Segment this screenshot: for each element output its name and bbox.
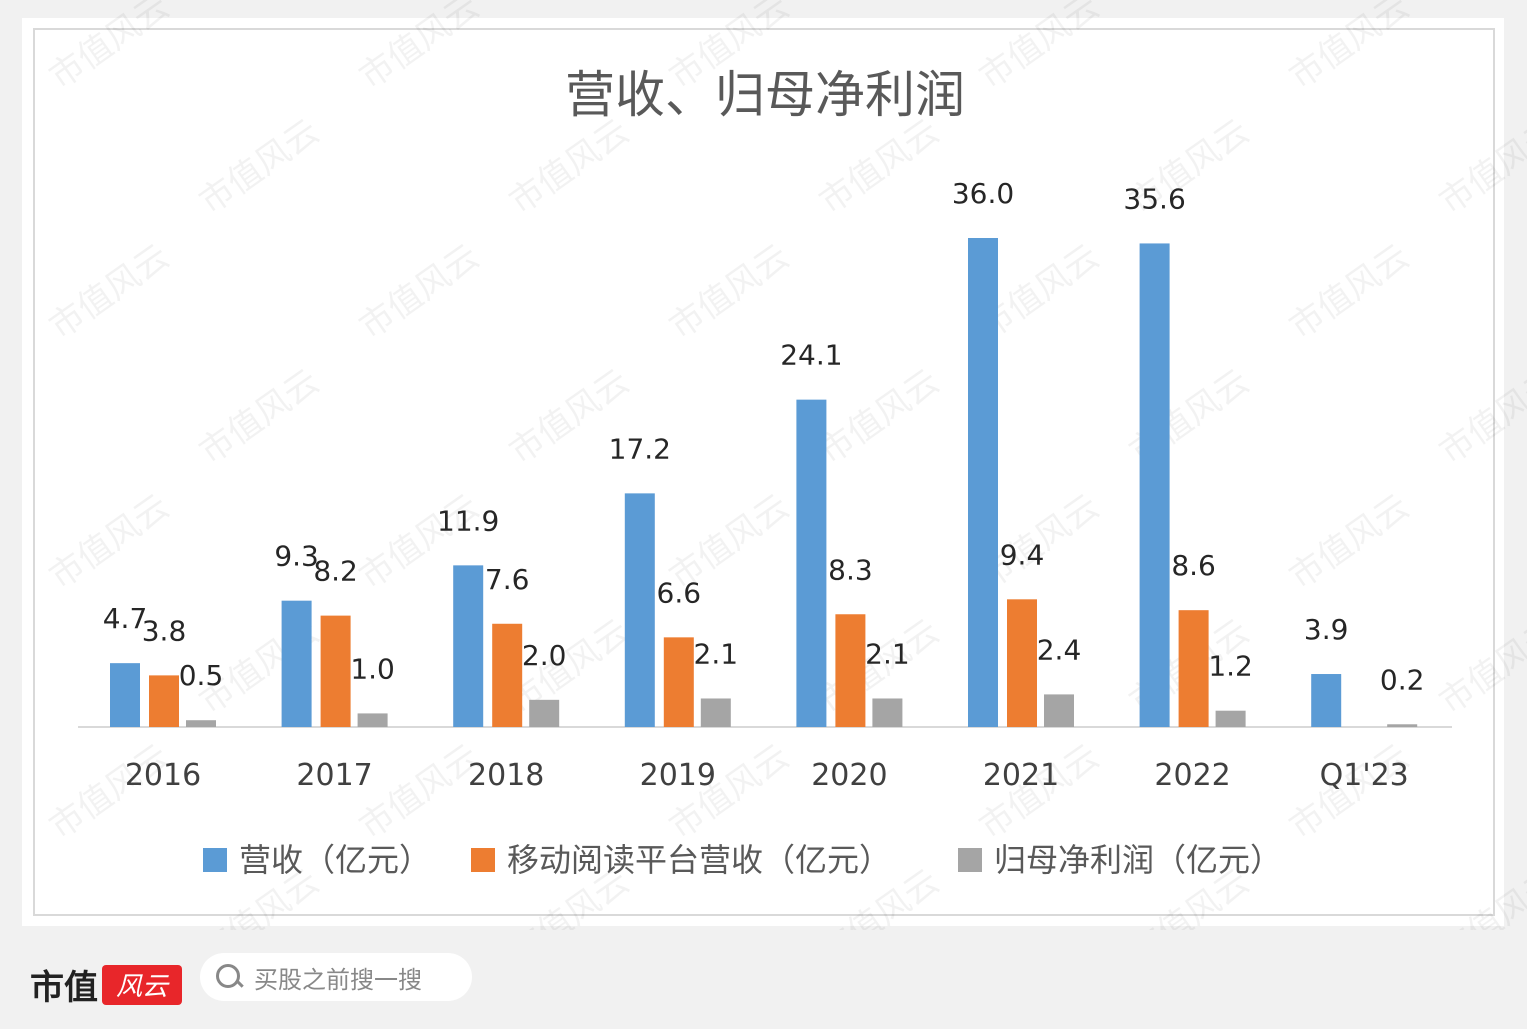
bar-2018-series-0	[453, 565, 484, 727]
data-label: 0.5	[179, 659, 224, 692]
legend-swatch	[203, 848, 227, 872]
footer: 市值 风云 买股之前搜一搜	[0, 930, 1527, 1029]
data-label: 8.6	[1171, 549, 1216, 582]
bar-2020-series-2	[872, 698, 903, 727]
data-label: 4.7	[103, 602, 148, 635]
watermark: 市值风云	[1282, 237, 1416, 348]
legend-label: 移动阅读平台营收（亿元）	[507, 841, 891, 879]
watermark: 市值风云	[42, 0, 176, 97]
bar-2022-series-2	[1215, 710, 1246, 727]
data-label: 1.2	[1208, 650, 1253, 683]
x-tick-label: 2017	[296, 758, 372, 793]
bar-2017-series-1	[320, 615, 351, 727]
chart-title: 营收、归母净利润	[565, 66, 965, 124]
chart-frame	[33, 28, 1495, 916]
data-label: 17.2	[609, 432, 671, 465]
bar-2019-series-2	[700, 698, 731, 727]
watermark: 市值风云	[502, 112, 636, 223]
search-box[interactable]: 买股之前搜一搜	[200, 953, 472, 1001]
data-label: 2.0	[522, 639, 567, 672]
watermark: 市值风云	[42, 237, 176, 348]
bar-2019-series-1	[663, 637, 694, 727]
watermark: 市值风云	[812, 112, 946, 223]
data-label: 2.1	[694, 637, 739, 670]
logo-script: 风云	[102, 964, 182, 1005]
brand-logo[interactable]: 市值 风云	[30, 960, 182, 1009]
logo-text: 市值	[30, 968, 98, 1008]
watermark: 市值风云	[1432, 862, 1527, 930]
data-label: 6.6	[657, 576, 702, 609]
data-label: 24.1	[780, 339, 842, 372]
watermark: 市值风云	[1432, 362, 1527, 473]
data-label: 35.6	[1123, 182, 1185, 215]
bar-Q1'23-series-0	[1311, 674, 1342, 727]
legend-swatch	[958, 848, 982, 872]
x-tick-label: 2019	[640, 758, 716, 793]
x-tick-label: 2020	[811, 758, 887, 793]
x-tick-label: 2022	[1154, 758, 1230, 793]
watermark: 市值风云	[1282, 0, 1416, 97]
chart-card	[22, 18, 1504, 926]
data-label: 11.9	[437, 504, 499, 537]
data-label: 1.0	[350, 652, 395, 685]
watermark: 市值风云	[1282, 487, 1416, 598]
bar-2018-series-2	[529, 699, 560, 727]
bar-2016-series-2	[186, 720, 216, 727]
data-label: 9.4	[1000, 538, 1045, 571]
data-label: 8.2	[313, 555, 358, 588]
data-label: 36.0	[952, 177, 1014, 210]
bar-2020-series-0	[796, 399, 827, 727]
bar-2018-series-1	[492, 623, 523, 727]
watermark: 市值风云	[352, 237, 486, 348]
data-label: 3.8	[142, 614, 187, 647]
watermark: 市值风云	[352, 0, 486, 97]
bar-2021-series-0	[968, 238, 998, 727]
legend-label: 营收（亿元）	[239, 841, 431, 879]
watermark: 市值风云	[42, 487, 176, 598]
bar-2017-series-2	[357, 713, 388, 727]
watermark: 市值风云	[192, 362, 326, 473]
data-label: 9.3	[274, 540, 319, 573]
bar-2016-series-0	[110, 663, 140, 727]
x-tick-label: 2016	[125, 758, 201, 793]
bar-2022-series-0	[1139, 243, 1170, 727]
bar-2019-series-0	[624, 493, 655, 727]
search-icon	[214, 962, 244, 992]
data-label: 8.3	[828, 553, 873, 586]
data-label: 7.6	[485, 563, 530, 596]
watermark: 市值风云	[1432, 612, 1527, 723]
watermark: 市值风云	[662, 237, 796, 348]
watermark: 市值风云	[192, 112, 326, 223]
data-label: 2.1	[865, 637, 910, 670]
search-placeholder: 买股之前搜一搜	[254, 965, 422, 994]
data-label: 3.9	[1304, 613, 1349, 646]
watermark: 市值风云	[972, 0, 1106, 97]
x-tick-label: 2018	[468, 758, 544, 793]
bar-2022-series-1	[1178, 610, 1209, 727]
legend-label: 归母净利润（亿元）	[994, 841, 1282, 879]
bar-2017-series-0	[281, 600, 312, 727]
data-label: 2.4	[1037, 633, 1082, 666]
bar-2021-series-2	[1044, 694, 1074, 727]
x-tick-label: Q1'23	[1320, 758, 1409, 793]
bar-Q1'23-series-2	[1387, 724, 1418, 727]
bar-2020-series-1	[835, 614, 866, 727]
data-label: 0.2	[1380, 663, 1425, 696]
legend-swatch	[471, 848, 495, 872]
watermark: 市值风云	[812, 362, 946, 473]
watermark: 市值风云	[1432, 112, 1527, 223]
bar-2021-series-1	[1007, 599, 1037, 727]
bar-2016-series-1	[149, 675, 179, 727]
x-tick-label: 2021	[983, 758, 1059, 793]
